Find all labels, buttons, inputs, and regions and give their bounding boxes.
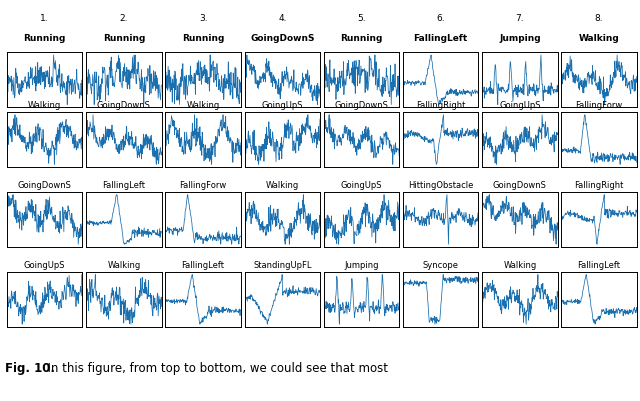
Text: 2.: 2. — [120, 14, 128, 23]
Text: 7.: 7. — [516, 14, 524, 23]
Text: HittingObstacle: HittingObstacle — [408, 180, 474, 190]
Text: In this figure, from top to bottom, we could see that most: In this figure, from top to bottom, we c… — [40, 361, 388, 374]
Text: FallingLeft: FallingLeft — [413, 34, 468, 43]
Text: StandingUpFL: StandingUpFL — [253, 260, 312, 269]
Text: Walking: Walking — [28, 101, 61, 110]
Text: GoingDownS: GoingDownS — [97, 101, 151, 110]
Text: Fig. 10.: Fig. 10. — [5, 361, 55, 374]
Text: 8.: 8. — [595, 14, 604, 23]
Text: FallingLeft: FallingLeft — [182, 260, 225, 269]
Text: Running: Running — [24, 34, 66, 43]
Text: FallingLeft: FallingLeft — [102, 180, 145, 190]
Text: Running: Running — [103, 34, 145, 43]
Text: GoingUpS: GoingUpS — [499, 101, 541, 110]
Text: Jumping: Jumping — [499, 34, 541, 43]
Text: GoingDownS: GoingDownS — [18, 180, 72, 190]
Text: Running: Running — [182, 34, 224, 43]
Text: GoingDownS: GoingDownS — [493, 180, 547, 190]
Text: 4.: 4. — [278, 14, 287, 23]
Text: GoingDownS: GoingDownS — [335, 101, 388, 110]
Text: Walking: Walking — [108, 260, 141, 269]
Text: FallingRight: FallingRight — [416, 101, 465, 110]
Text: FallingLeft: FallingLeft — [578, 260, 621, 269]
Text: Walking: Walking — [579, 34, 620, 43]
Text: Walking: Walking — [266, 180, 299, 190]
Text: Running: Running — [340, 34, 383, 43]
Text: GoingUpS: GoingUpS — [262, 101, 303, 110]
Text: 6.: 6. — [436, 14, 445, 23]
Text: 3.: 3. — [199, 14, 207, 23]
Text: Walking: Walking — [186, 101, 220, 110]
Text: GoingDownS: GoingDownS — [250, 34, 315, 43]
Text: FallingForw: FallingForw — [179, 180, 227, 190]
Text: 1.: 1. — [40, 14, 49, 23]
Text: 5.: 5. — [357, 14, 366, 23]
Text: Walking: Walking — [503, 260, 536, 269]
Text: GoingUpS: GoingUpS — [24, 260, 65, 269]
Text: FallingForw: FallingForw — [575, 101, 623, 110]
Text: FallingRight: FallingRight — [575, 180, 624, 190]
Text: GoingUpS: GoingUpS — [340, 180, 382, 190]
Text: Syncope: Syncope — [423, 260, 459, 269]
Text: Jumping: Jumping — [344, 260, 379, 269]
